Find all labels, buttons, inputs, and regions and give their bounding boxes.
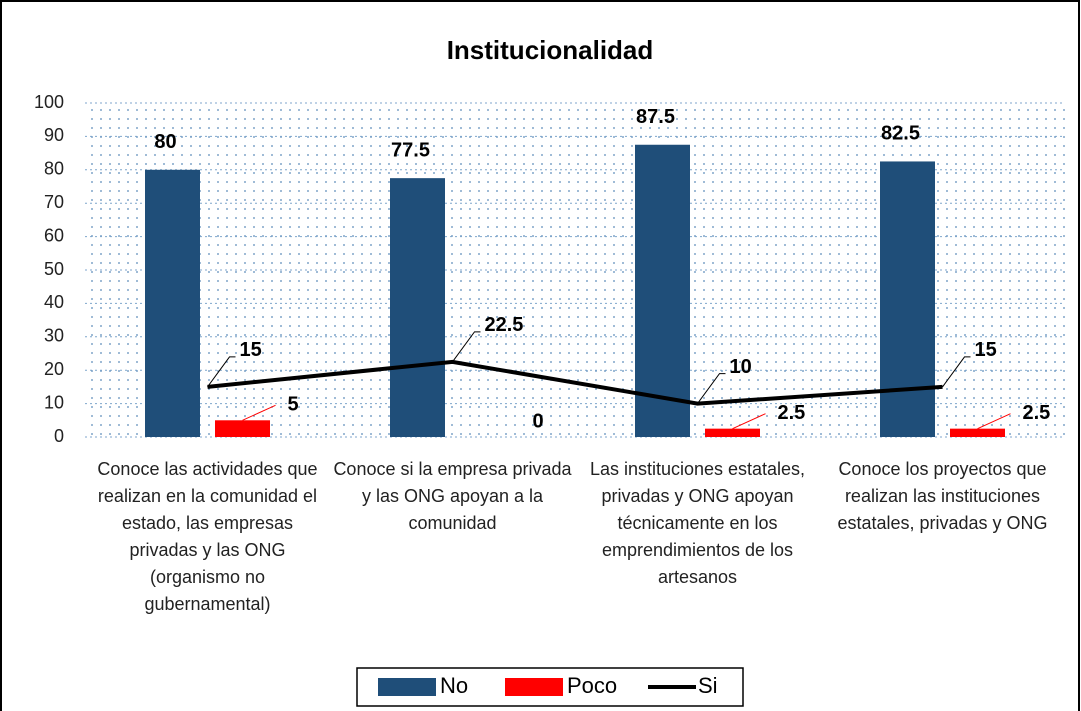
data-label: 10 — [730, 356, 752, 378]
y-tick-label: 90 — [44, 125, 64, 145]
legend-swatch — [378, 678, 436, 696]
y-tick-label: 60 — [44, 225, 64, 245]
data-label: 15 — [975, 339, 997, 361]
leader-line — [977, 413, 1011, 430]
x-tick-label: Conoce si la empresa privada y las ONG a… — [333, 459, 572, 533]
legend-label: Si — [698, 673, 718, 698]
y-tick-label: 20 — [44, 359, 64, 379]
data-label: 2.5 — [1023, 402, 1051, 424]
bar — [390, 178, 445, 437]
leader-line — [207, 356, 236, 388]
data-label: 22.5 — [485, 314, 524, 336]
data-label: 80 — [154, 131, 176, 153]
legend-label: No — [440, 673, 468, 698]
y-tick-label: 0 — [54, 426, 64, 446]
data-label: 82.5 — [881, 123, 920, 145]
y-tick-label: 80 — [44, 159, 64, 179]
y-tick-label: 10 — [44, 392, 64, 412]
y-tick-label: 30 — [44, 326, 64, 346]
legend-swatch — [505, 678, 563, 696]
data-label: 15 — [240, 339, 262, 361]
legend-label: Poco — [567, 673, 617, 698]
x-tick-label: Conoce los proyectos que realizan las in… — [837, 459, 1048, 533]
bar — [635, 144, 690, 437]
data-label: 5 — [288, 394, 299, 416]
data-label: 2.5 — [778, 402, 806, 424]
bar — [705, 428, 760, 437]
data-label: 87.5 — [636, 106, 675, 128]
leader-line — [452, 331, 481, 363]
leader-line — [732, 413, 766, 430]
line — [207, 359, 943, 406]
data-label: 77.5 — [391, 139, 430, 161]
y-tick-label: 50 — [44, 259, 64, 279]
bar — [880, 161, 935, 437]
leader-line — [697, 373, 726, 404]
y-tick-label: 70 — [44, 192, 64, 212]
leader-line — [942, 356, 971, 388]
x-tick-label: Las instituciones estatales, privadas y … — [589, 459, 806, 587]
data-label: 0 — [533, 410, 544, 432]
y-tick-label: 40 — [44, 292, 64, 312]
bar — [215, 420, 270, 437]
y-tick-label: 100 — [34, 92, 64, 112]
chart-title: Institucionalidad — [447, 35, 654, 65]
bar — [145, 169, 200, 438]
leader-line — [242, 404, 276, 421]
bar — [950, 428, 1005, 437]
x-tick-label: Conoce las actividades que realizan en l… — [97, 459, 318, 614]
